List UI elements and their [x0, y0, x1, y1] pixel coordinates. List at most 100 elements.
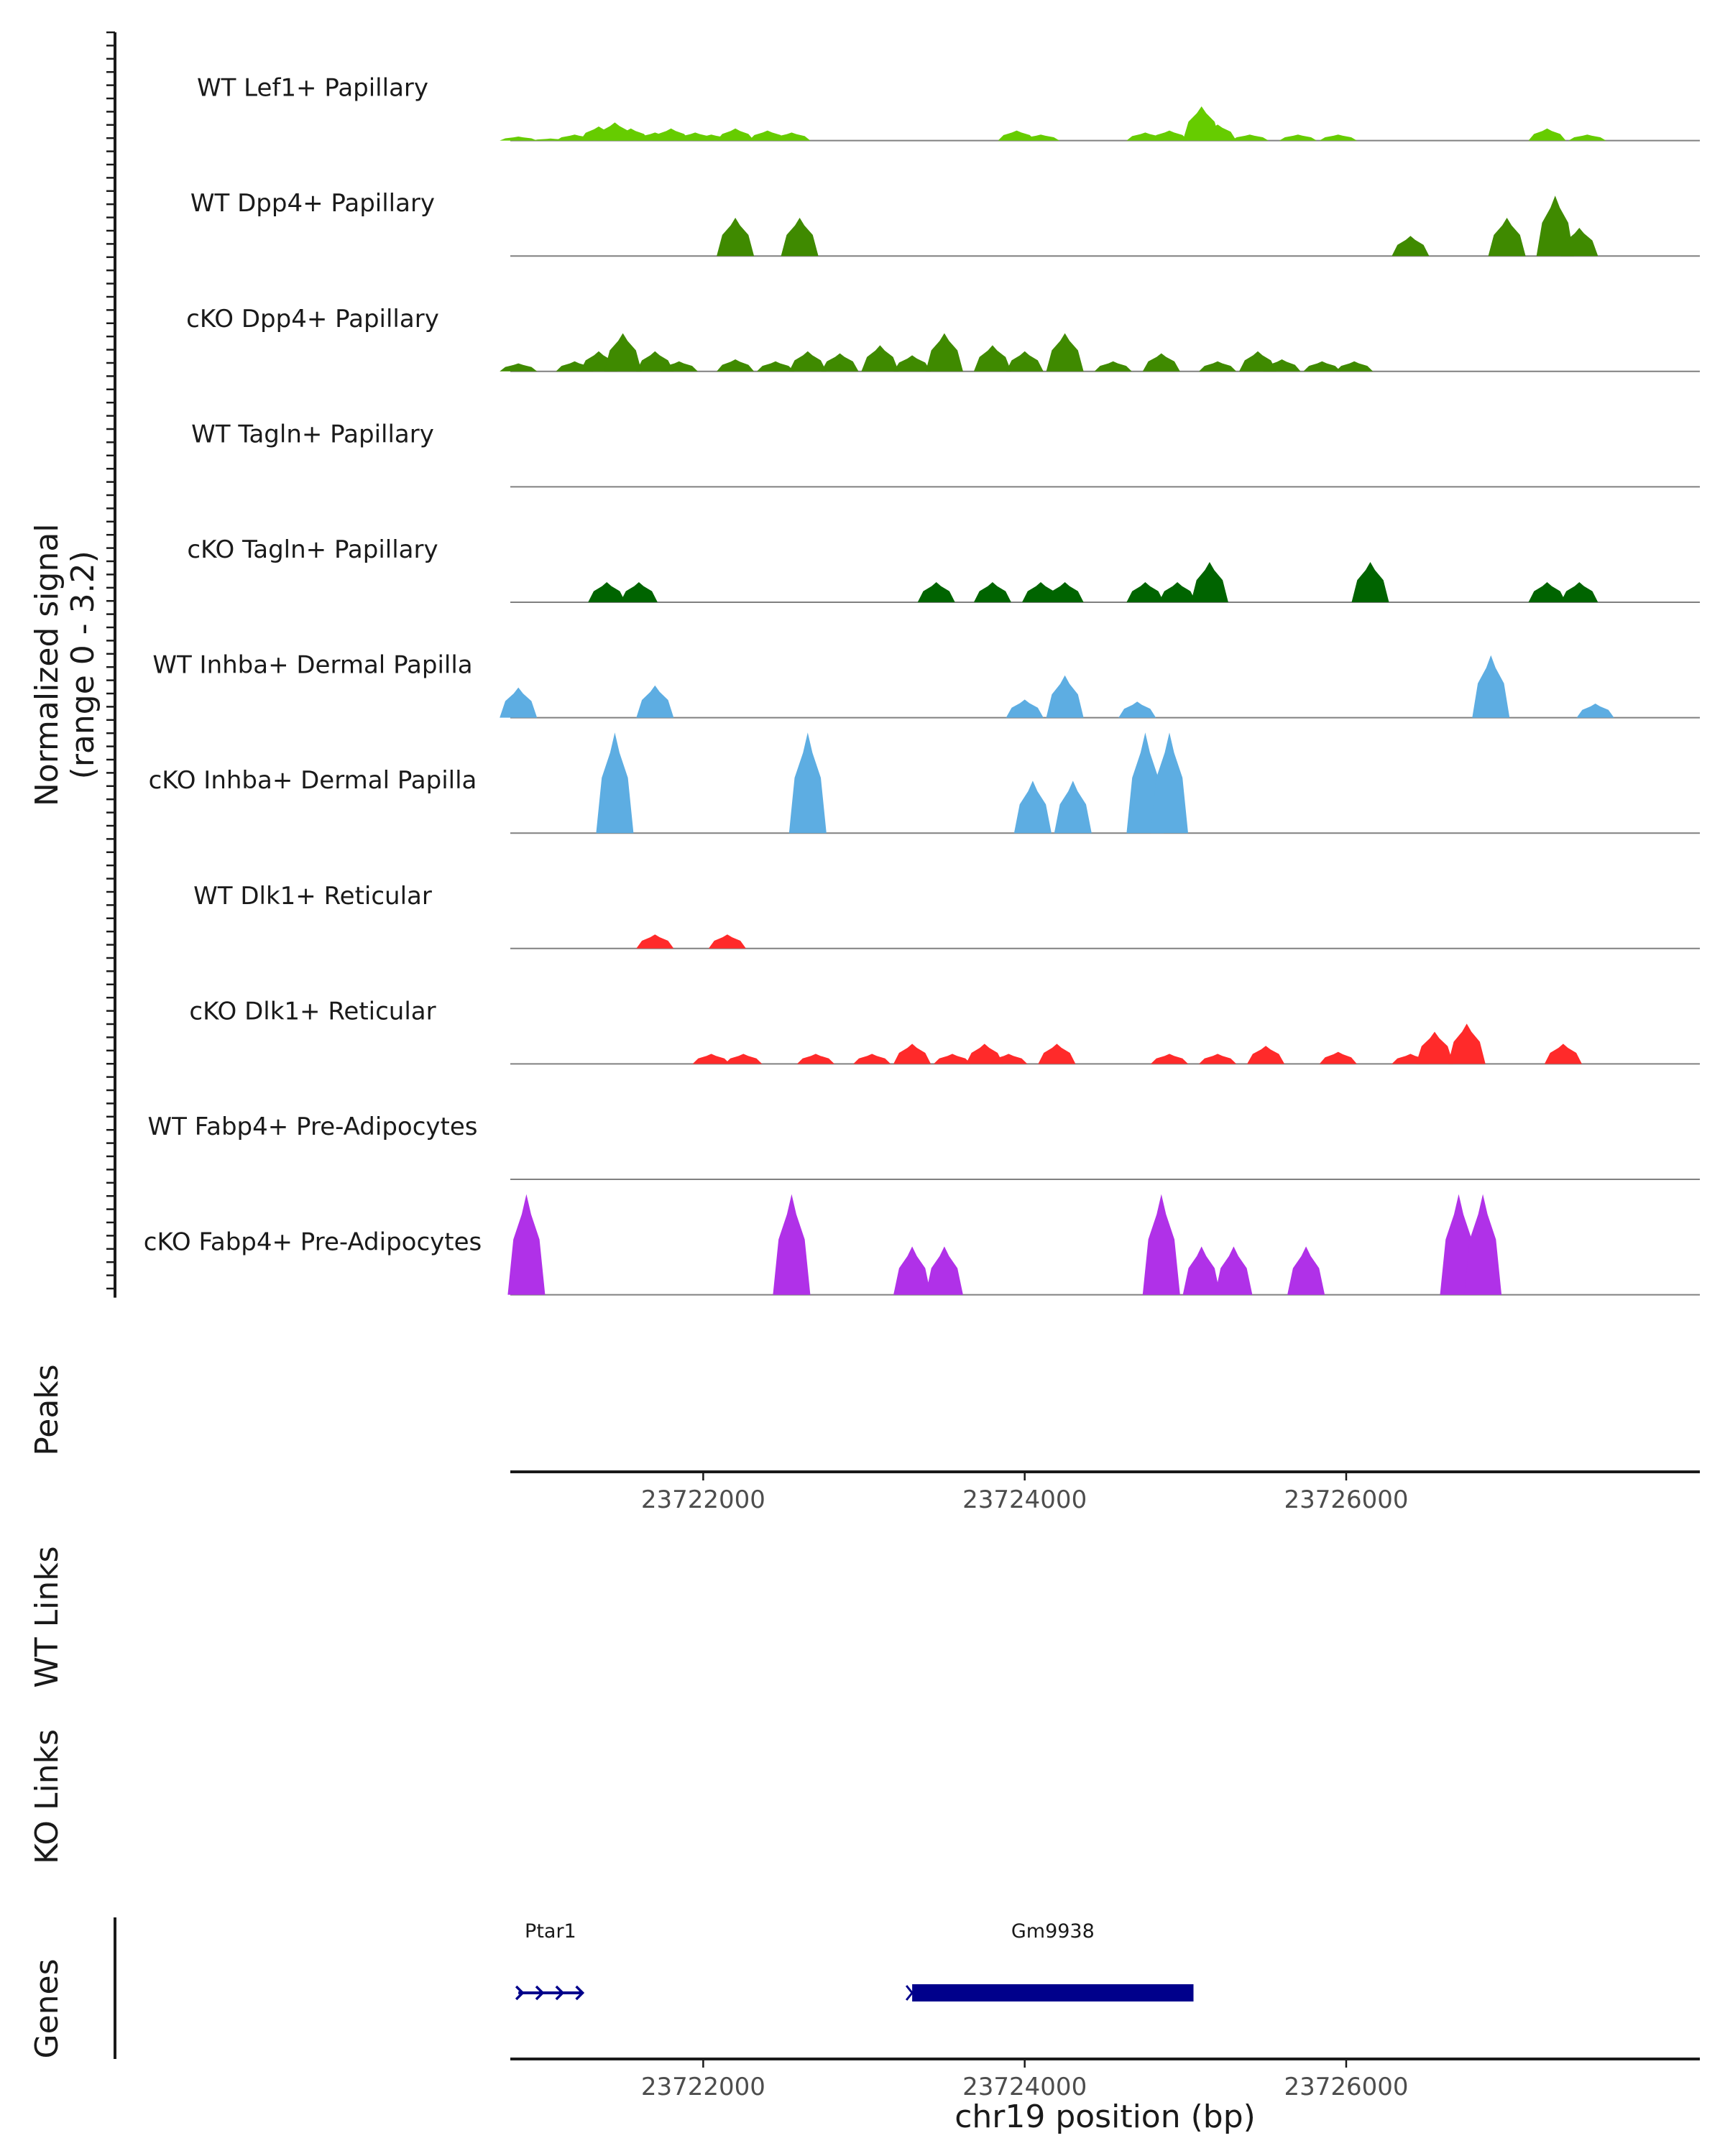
genes-track-label: Genes	[29, 1958, 65, 2058]
coverage-peak	[1006, 351, 1044, 372]
gene-label: Gm9938	[1011, 1920, 1095, 1943]
track-label: WT Dlk1+ Reticular	[193, 882, 432, 911]
coverage-peak	[1287, 1246, 1325, 1295]
coverage-peak	[1142, 353, 1180, 372]
coverage-peak	[1448, 1023, 1486, 1064]
coverage-peak	[1279, 134, 1317, 141]
coverage-peak	[604, 333, 642, 372]
coverage-peak	[500, 137, 538, 141]
track-label: cKO Fabp4+ Pre-Adipocytes	[144, 1228, 482, 1257]
coverage-peak	[965, 1044, 1003, 1064]
coverage-peak	[717, 128, 755, 141]
track-label: WT Lef1+ Papillary	[197, 74, 428, 103]
coverage-peak	[596, 732, 634, 834]
coverage-peak	[1544, 1044, 1582, 1064]
coverage-peak	[1199, 1054, 1237, 1064]
coverage-peak	[788, 732, 827, 834]
coverage-peak	[998, 130, 1036, 141]
coverage-peak	[717, 359, 755, 372]
coverage-peak	[1528, 128, 1566, 141]
coverage-peak	[1151, 1054, 1188, 1064]
coverage-peak	[620, 582, 658, 602]
track-label: cKO Inhba+ Dermal Papilla	[149, 766, 477, 795]
coverage-peak	[1536, 195, 1574, 257]
coverage-peak	[1560, 228, 1598, 257]
coverage-peak	[1392, 236, 1430, 257]
coverage-peak	[1054, 780, 1092, 834]
genes-x-tick-label: 23724000	[962, 2073, 1087, 2101]
coverage-peak	[1126, 582, 1164, 602]
coverage-peak	[757, 361, 794, 372]
coverage-peak	[1319, 1051, 1357, 1064]
coverage-peak	[788, 351, 827, 372]
gene-strand-arrow	[515, 1985, 525, 2001]
coverage-peak	[861, 345, 899, 372]
coverage-peak	[821, 353, 859, 372]
coverage-peak	[1038, 1044, 1076, 1064]
coverage-peak	[934, 1054, 971, 1064]
coverage-peak	[973, 582, 1011, 602]
coverage-peak	[973, 345, 1011, 372]
coverage-peak	[1190, 562, 1228, 602]
genes-x-tick-label: 23722000	[641, 2073, 765, 2101]
signal-axis-label: Normalized signal	[29, 523, 65, 806]
coverage-peak	[1006, 699, 1044, 718]
coverage-peak	[1046, 333, 1084, 372]
coverage-peak	[1182, 1246, 1220, 1295]
track-label: cKO Tagln+ Papillary	[187, 535, 438, 564]
coverage-peak	[796, 1054, 834, 1064]
coverage-peak	[1560, 582, 1598, 602]
coverage-peak	[636, 934, 674, 949]
gene-body	[912, 1984, 1194, 2001]
wt-links-track-label: WT Links	[29, 1546, 65, 1687]
track-label: cKO Dlk1+ Reticular	[189, 997, 436, 1026]
coverage-peak	[1151, 130, 1188, 141]
coverage-peak	[717, 218, 755, 257]
coverage-peak	[1199, 124, 1237, 141]
x-axis-title: chr19 position (bp)	[954, 2099, 1256, 2135]
coverage-peak	[1335, 361, 1374, 372]
gene-strand-arrow	[905, 1985, 914, 2001]
track-label: WT Tagln+ Papillary	[191, 420, 434, 448]
coverage-peak	[1159, 582, 1197, 602]
coverage-peak	[1094, 361, 1132, 372]
coverage-peak	[773, 1194, 811, 1295]
ko-links-track-label: KO Links	[29, 1729, 65, 1864]
coverage-peak	[660, 361, 698, 372]
coverage-peak	[500, 363, 538, 372]
coverage-peak	[917, 582, 955, 602]
coverage-peak	[500, 687, 538, 718]
coverage-peak	[588, 582, 626, 602]
coverage-peak	[781, 218, 819, 257]
track-label: cKO Dpp4+ Papillary	[186, 305, 439, 333]
coverage-peak	[1488, 218, 1526, 257]
coverage-peak	[1303, 361, 1341, 372]
coverage-peak	[1239, 351, 1276, 372]
peaks-track-label: Peaks	[29, 1364, 65, 1455]
coverage-peak	[1215, 1246, 1253, 1295]
coverage-peak	[1230, 134, 1269, 141]
coverage-peak	[1199, 361, 1237, 372]
coverage-peak	[1046, 675, 1084, 718]
coverage-peak	[1151, 732, 1188, 834]
coverage-peak	[636, 685, 674, 718]
coverage-peak	[1568, 134, 1606, 141]
coverage-peak	[1263, 359, 1301, 372]
coverage-peak	[853, 1054, 891, 1064]
coverage-peak	[1046, 582, 1084, 602]
coverage-peak	[893, 1246, 932, 1295]
coverage-peak	[1319, 134, 1357, 141]
peaks-x-tick-label: 23722000	[641, 1485, 765, 1514]
coverage-peak	[893, 355, 932, 372]
coverage-peak	[1247, 1046, 1285, 1064]
coverage-peak	[1464, 1194, 1502, 1295]
peaks-x-tick-label: 23726000	[1284, 1485, 1408, 1514]
track-label: WT Fabp4+ Pre-Adipocytes	[148, 1112, 478, 1141]
coverage-peak	[1013, 780, 1052, 834]
coverage-peak	[1416, 1031, 1453, 1064]
track-label: WT Dpp4+ Papillary	[190, 189, 435, 218]
coverage-peak	[925, 1246, 963, 1295]
gene-strand-arrow	[575, 1985, 585, 2001]
track-label: WT Inhba+ Dermal Papilla	[152, 651, 472, 680]
